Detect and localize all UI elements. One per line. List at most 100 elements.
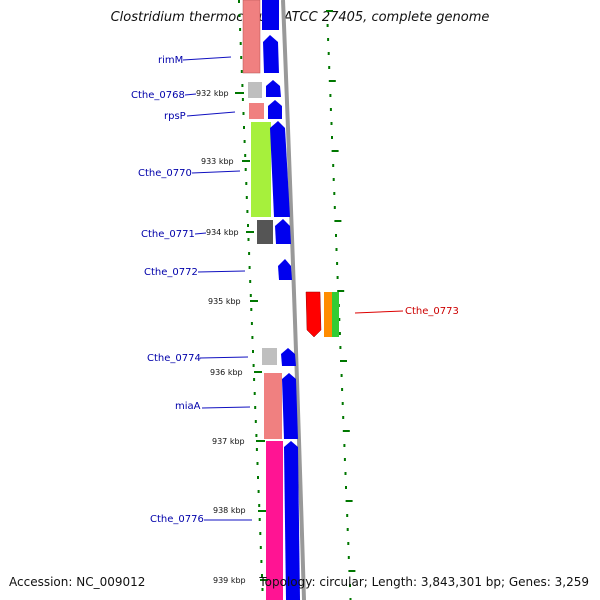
- tick-dot-outer: [329, 94, 332, 97]
- kbp-label: 939 kbp: [213, 576, 246, 585]
- tick-dot-inner: [261, 574, 263, 577]
- tick-dot-outer: [332, 178, 335, 181]
- tick-dot-outer: [338, 332, 341, 335]
- gene-leader: [184, 93, 197, 96]
- tick-dot-outer: [330, 122, 333, 125]
- tick-dot-outer: [333, 206, 336, 209]
- tick-dot-outer: [335, 234, 337, 237]
- tick-dot-inner: [243, 140, 246, 143]
- tick-dot-outer: [347, 556, 350, 559]
- tick-dot-inner: [239, 42, 242, 45]
- tick-dot-outer: [340, 360, 347, 362]
- forward-strand-track: [262, 0, 300, 600]
- kbp-label: 934 kbp: [206, 228, 239, 237]
- tick-dot-inner: [257, 490, 260, 493]
- tick-dot-outer: [349, 584, 351, 587]
- accession-text: Accession: NC_009012: [9, 575, 146, 589]
- tick-dot-inner: [260, 560, 263, 563]
- tick-dot-inner: [250, 322, 253, 325]
- tick-dot-inner: [238, 0, 240, 3]
- tick-dot-inner: [245, 196, 248, 199]
- tick-dot-outer: [328, 66, 331, 69]
- gene-label-cthe-0774[interactable]: Cthe_0774: [147, 353, 201, 364]
- gene-label-cthe-0776[interactable]: Cthe_0776: [150, 514, 204, 525]
- gene-label-rpsP[interactable]: rpsP: [164, 111, 186, 122]
- kbp-scale: 932 kbp 933 kbp 934 kbp 935 kbp 936 kbp …: [196, 89, 268, 585]
- tick-dot-outer: [349, 598, 352, 600]
- gene-label-cthe-0768[interactable]: Cthe_0768: [131, 90, 185, 101]
- genome-summary-text: Topology: circular; Length: 3,843,301 bp…: [259, 575, 589, 589]
- tick-dot-outer: [326, 10, 333, 12]
- gene-arrow-miaA: [282, 373, 298, 439]
- tick-dot-outer: [336, 262, 339, 265]
- gene-label-cthe-0773[interactable]: Cthe_0773: [405, 306, 459, 317]
- tick-dot-outer: [344, 472, 347, 475]
- tick-dot-outer: [345, 500, 353, 502]
- kbp-label: 937 kbp: [212, 437, 245, 446]
- reverse-strand-track: [305, 291, 339, 338]
- gene-label-rimM[interactable]: rimM: [158, 55, 183, 66]
- tick-dot-inner: [243, 126, 245, 129]
- tick-dot-inner: [244, 154, 247, 157]
- gene-label-cthe-0771[interactable]: Cthe_0771: [141, 229, 195, 240]
- tick-dot-inner: [256, 462, 259, 465]
- tick-dot-outer: [340, 374, 343, 377]
- tick-dot-inner: [257, 476, 259, 479]
- tick-dot-inner: [253, 378, 256, 381]
- feature-class-track: [242, 0, 283, 600]
- gene-leader: [197, 270, 246, 273]
- tick-dot-inner: [242, 112, 245, 115]
- gene-label-cthe-0770[interactable]: Cthe_0770: [138, 168, 192, 179]
- tick-dot-outer: [329, 108, 332, 111]
- tick-dot-inner: [247, 238, 250, 241]
- tick-dot-inner: [249, 294, 252, 297]
- tick-dot-inner: [258, 518, 261, 521]
- tick-dot-outer: [342, 416, 345, 419]
- gene-arrow-cthe-0773: [305, 291, 322, 338]
- tick-dot-inner: [253, 392, 256, 395]
- gene-leader: [186, 111, 236, 117]
- tick-dot-inner: [252, 350, 254, 353]
- tick-dot-inner: [238, 14, 241, 17]
- tick-dot-outer: [334, 220, 342, 222]
- tick-dot-outer: [327, 38, 330, 41]
- feature-block-cthe-0776: [266, 441, 283, 600]
- tick-dot-inner: [244, 168, 247, 171]
- tick-dot-inner: [259, 546, 262, 549]
- tick-dot-outer: [345, 486, 347, 489]
- gene-labels: rimM Cthe_0768 rpsP Cthe_0770 Cthe_0771 …: [131, 55, 459, 525]
- gene-arrow-cthe-0772: [278, 259, 292, 280]
- tick-dot-inner: [251, 336, 254, 339]
- gene-leader: [354, 310, 404, 314]
- feature-block-cthe-0770: [251, 122, 271, 217]
- gene-label-miaA[interactable]: miaA: [175, 401, 201, 412]
- tick-dot-outer: [341, 388, 344, 391]
- tick-dot-inner: [254, 420, 257, 423]
- gene-leader: [199, 356, 249, 359]
- gene-label-cthe-0772[interactable]: Cthe_0772: [144, 267, 198, 278]
- feature-block-rimM: [242, 0, 261, 74]
- tick-dot-outer: [338, 318, 341, 321]
- tick-dot-inner: [259, 532, 262, 535]
- gene-arrow-cthe-0768: [266, 80, 281, 97]
- tick-dot-inner: [249, 280, 252, 283]
- tick-dot-outer: [335, 248, 338, 251]
- tick-dot-inner: [254, 406, 257, 409]
- tick-dot-outer: [343, 444, 346, 447]
- tick-dot-outer: [347, 542, 350, 545]
- tick-dot-outer: [339, 346, 342, 349]
- gene-arrow-cthe-0774: [281, 348, 296, 366]
- tick-dot-outer: [333, 192, 336, 195]
- kbp-label: 935 kbp: [208, 297, 241, 306]
- tick-dot-inner: [245, 182, 248, 185]
- tick-dot-inner: [241, 98, 244, 101]
- kbp-label: 932 kbp: [196, 89, 229, 98]
- tick-dot-outer: [327, 52, 330, 55]
- feature-block-cthe-0773-orange: [324, 292, 332, 337]
- tick-dot-inner: [240, 70, 243, 73]
- tick-dot-outer: [326, 24, 329, 27]
- tick-dot-outer: [343, 458, 346, 461]
- tick-dot-outer: [348, 570, 356, 572]
- tick-dot-outer: [328, 80, 336, 82]
